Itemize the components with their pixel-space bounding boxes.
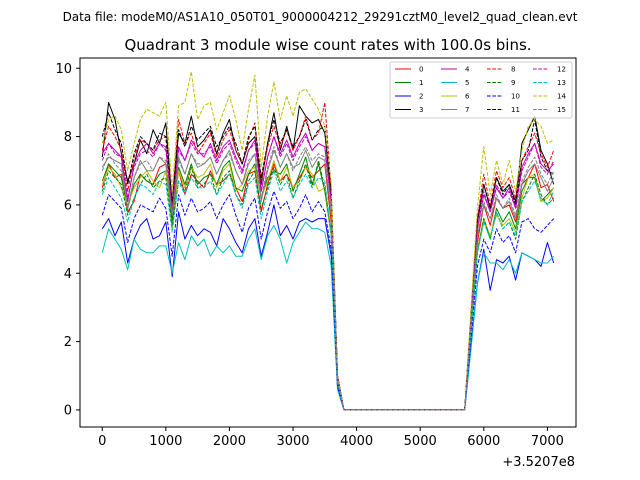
legend-box bbox=[389, 61, 573, 119]
series-line-5 bbox=[101, 221, 555, 411]
y-tick-label: 0 bbox=[64, 403, 72, 418]
y-tick-label: 8 bbox=[64, 130, 72, 145]
legend-label-0: 0 bbox=[419, 66, 423, 74]
x-tick-label: 4000 bbox=[340, 434, 373, 449]
y-tick-label: 6 bbox=[64, 198, 72, 213]
series-line-13 bbox=[101, 170, 555, 411]
y-tick-label: 2 bbox=[64, 335, 72, 350]
series-lines bbox=[101, 71, 555, 411]
legend-label-6: 6 bbox=[465, 93, 470, 101]
legend-label-9: 9 bbox=[511, 79, 515, 87]
series-line-8 bbox=[101, 101, 555, 411]
chart-title: Quadrant 3 module wise count rates with … bbox=[124, 36, 531, 54]
axes-frame bbox=[79, 57, 577, 428]
x-tick-label: 6000 bbox=[467, 434, 500, 449]
series-line-12 bbox=[101, 136, 555, 411]
legend-label-2: 2 bbox=[419, 93, 423, 101]
x-tick-label: 1000 bbox=[149, 434, 182, 449]
suptitle: Data file: modeM0/AS1A10_050T01_90000042… bbox=[63, 10, 578, 24]
series-line-14 bbox=[101, 71, 554, 411]
legend-label-4: 4 bbox=[465, 66, 470, 74]
series-line-15 bbox=[101, 146, 555, 411]
x-tick-label: 5000 bbox=[404, 434, 437, 449]
legend-label-14: 14 bbox=[557, 93, 566, 101]
y-axis: 0 2 4 6 8 10 bbox=[55, 62, 80, 418]
legend-label-10: 10 bbox=[511, 93, 520, 101]
series-line-10 bbox=[101, 190, 555, 411]
x-tick-label: 7000 bbox=[531, 434, 564, 449]
x-tick-label: 2000 bbox=[213, 434, 246, 449]
legend-label-7: 7 bbox=[465, 106, 469, 114]
legend-label-8: 8 bbox=[511, 66, 515, 74]
x-axis: 0 1000 2000 3000 4000 5000 6000 7000 bbox=[98, 427, 564, 449]
legend-label-5: 5 bbox=[465, 79, 469, 87]
legend-label-1: 1 bbox=[419, 79, 423, 87]
legend-label-3: 3 bbox=[419, 106, 423, 114]
plot-area bbox=[101, 71, 555, 411]
legend-label-13: 13 bbox=[557, 79, 566, 87]
x-tick-label: 0 bbox=[98, 434, 106, 449]
x-offset-label: +3.5207e8 bbox=[502, 455, 575, 470]
legend-label-15: 15 bbox=[557, 106, 566, 114]
legend-label-11: 11 bbox=[511, 106, 520, 114]
legend-label-12: 12 bbox=[557, 66, 566, 74]
y-tick-label: 10 bbox=[55, 62, 72, 77]
y-tick-label: 4 bbox=[64, 267, 72, 282]
x-tick-label: 3000 bbox=[276, 434, 309, 449]
